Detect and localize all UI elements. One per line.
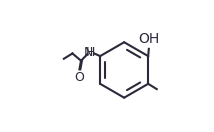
Text: O: O [74, 71, 84, 84]
Text: N: N [84, 46, 93, 59]
Text: OH: OH [138, 32, 159, 46]
Text: H: H [86, 46, 96, 59]
